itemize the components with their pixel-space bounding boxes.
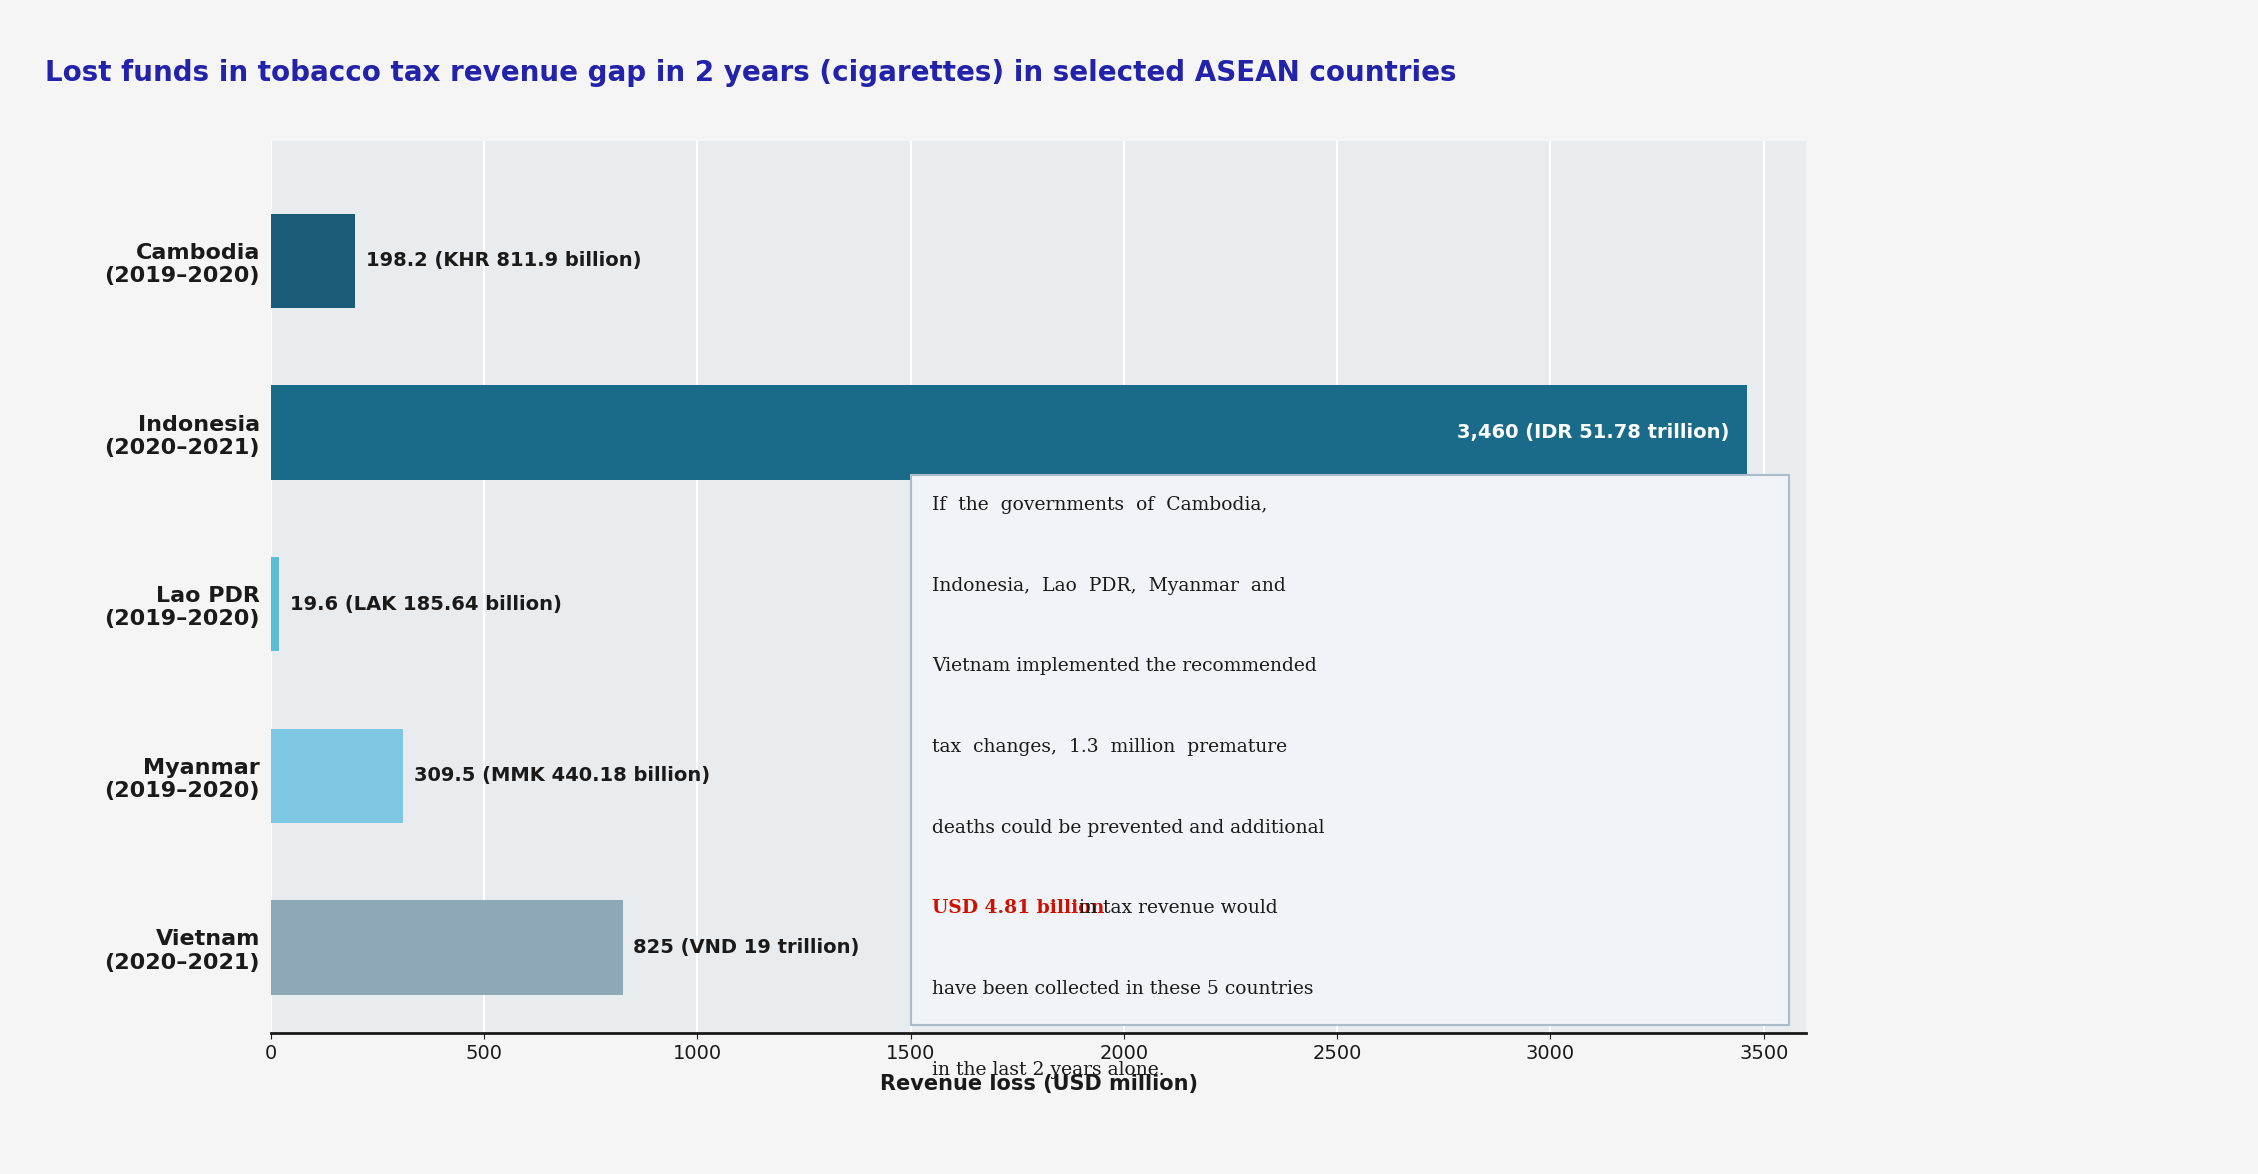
Text: 309.5 (MMK 440.18 billion): 309.5 (MMK 440.18 billion) (413, 767, 709, 785)
Text: Vietnam implemented the recommended: Vietnam implemented the recommended (933, 657, 1316, 675)
Bar (271, 385, 1748, 480)
Text: 19.6 (LAK 185.64 billion): 19.6 (LAK 185.64 billion) (289, 595, 562, 614)
Text: 198.2 (KHR 811.9 billion): 198.2 (KHR 811.9 billion) (366, 251, 641, 270)
FancyBboxPatch shape (910, 475, 1788, 1025)
Text: Indonesia,  Lao  PDR,  Myanmar  and: Indonesia, Lao PDR, Myanmar and (933, 576, 1285, 595)
Text: USD 4.81 billion: USD 4.81 billion (933, 899, 1104, 917)
Text: 825 (VND 19 trillion): 825 (VND 19 trillion) (634, 938, 860, 957)
Text: have been collected in these 5 countries: have been collected in these 5 countries (933, 980, 1314, 998)
Bar (271, 900, 623, 994)
Text: Lost funds in tobacco tax revenue gap in 2 years (cigarettes) in selected ASEAN : Lost funds in tobacco tax revenue gap in… (45, 59, 1456, 87)
Text: If  the  governments  of  Cambodia,: If the governments of Cambodia, (933, 497, 1267, 514)
Text: deaths could be prevented and additional: deaths could be prevented and additional (933, 818, 1325, 837)
Bar (271, 556, 280, 652)
Text: tax  changes,  1.3  million  premature: tax changes, 1.3 million premature (933, 738, 1287, 756)
Text: 3,460 (IDR 51.78 trillion): 3,460 (IDR 51.78 trillion) (1456, 423, 1730, 443)
X-axis label: Revenue loss (USD million): Revenue loss (USD million) (881, 1074, 1197, 1094)
Bar (271, 214, 355, 308)
Text: in the last 2 years alone.: in the last 2 years alone. (933, 1060, 1165, 1079)
Text: in tax revenue would: in tax revenue would (1073, 899, 1278, 917)
Bar (271, 729, 402, 823)
